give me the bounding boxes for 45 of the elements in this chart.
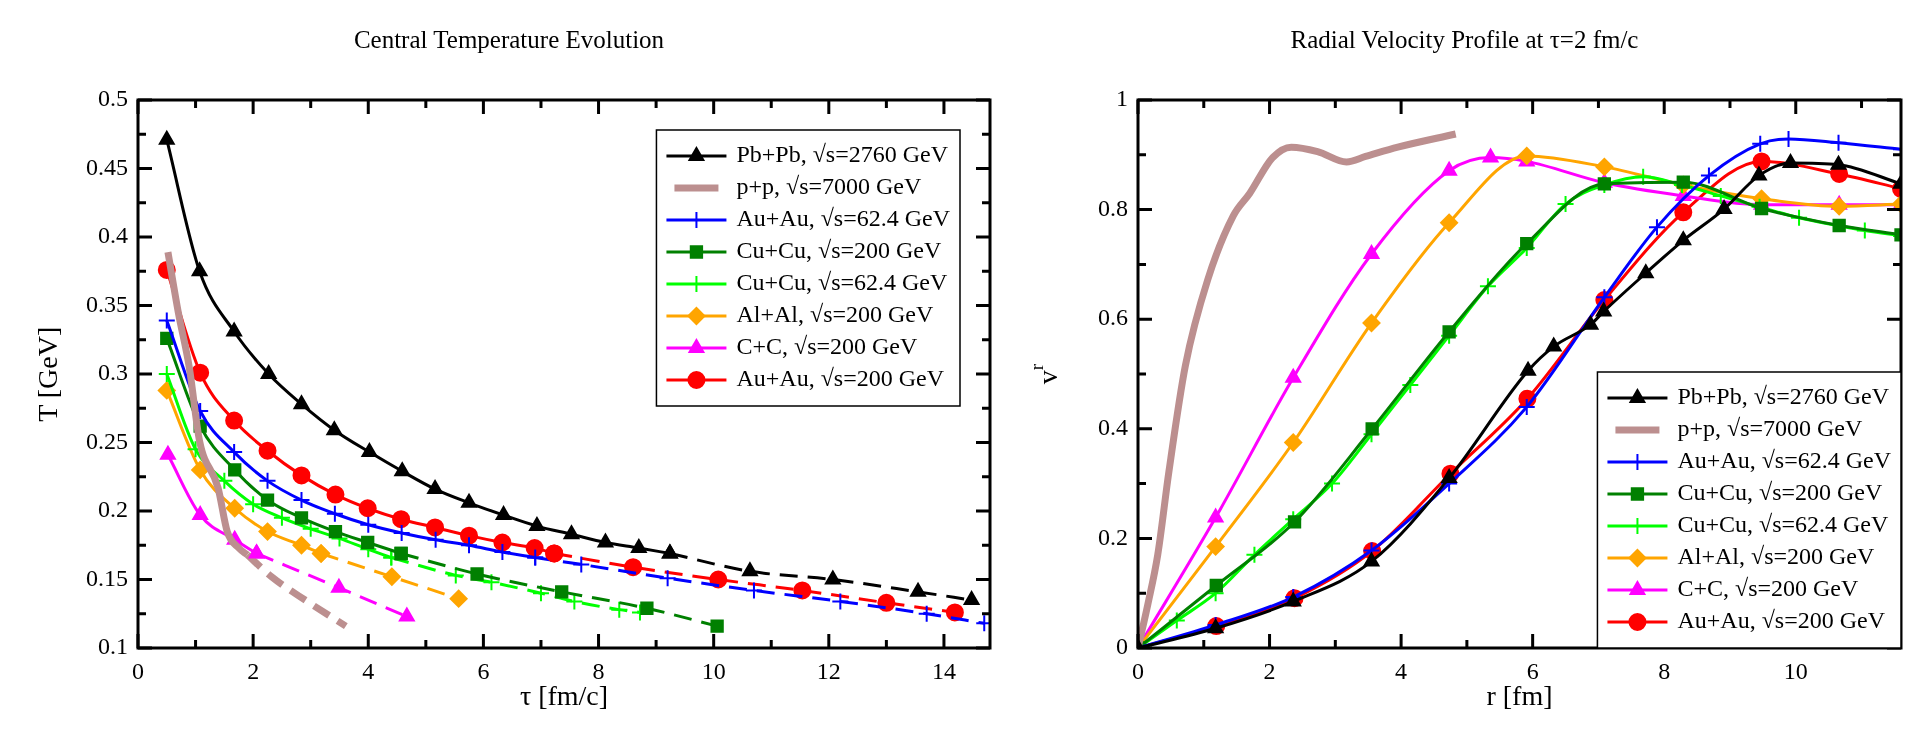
- legend-label: Au+Au, √s=62.4 GeV: [1677, 447, 1892, 474]
- x-tick-label: 10: [1783, 657, 1808, 684]
- legend-label: Au+Au, √s=62.4 GeV: [736, 205, 951, 232]
- y-tick-label: 0.2: [98, 496, 128, 523]
- y-tick-label: 0: [1116, 633, 1128, 660]
- legend-label: Pb+Pb, √s=2760 GeV: [1677, 383, 1890, 410]
- chart-title: Radial Velocity Profile at τ=2 fm/c: [1290, 25, 1639, 53]
- legend-label: Al+Al, √s=200 GeV: [1677, 543, 1875, 570]
- y-tick-label: 0.4: [98, 222, 128, 249]
- chart-title: Central Temperature Evolution: [353, 25, 665, 53]
- y-axis-title: T [GeV]: [32, 326, 64, 422]
- y-tick-label: 0.1: [98, 633, 128, 660]
- legend-label: Pb+Pb, √s=2760 GeV: [736, 141, 949, 168]
- legend-label: Cu+Cu, √s=62.4 GeV: [1677, 511, 1890, 538]
- y-axis-title: vr: [1025, 363, 1064, 385]
- y-tick-label: 0.15: [86, 564, 128, 591]
- legend-label: Al+Al, √s=200 GeV: [736, 301, 934, 328]
- legend-label: C+C, √s=200 GeV: [1677, 575, 1860, 602]
- x-tick-label: 4: [362, 657, 375, 684]
- x-tick-label: 2: [247, 657, 260, 684]
- y-tick-label: 0.8: [1098, 194, 1128, 221]
- y-tick-label: 0.35: [86, 290, 128, 317]
- y-tick-label: 0.5: [98, 85, 128, 112]
- legend-label: Cu+Cu, √s=62.4 GeV: [736, 269, 949, 296]
- x-tick-label: 2: [1263, 657, 1276, 684]
- x-tick-label: 8: [1658, 657, 1671, 684]
- legend-label: Cu+Cu, √s=200 GeV: [736, 237, 943, 264]
- x-tick-label: 10: [701, 657, 726, 684]
- legend-label: p+p, √s=7000 GeV: [1677, 415, 1863, 442]
- y-tick-label: 1: [1116, 85, 1128, 112]
- y-tick-label: 0.6: [1098, 304, 1128, 331]
- y-tick-label: 0.2: [1098, 523, 1128, 550]
- x-tick-label: 4: [1395, 657, 1408, 684]
- y-tick-label: 0.25: [86, 427, 128, 454]
- legend-label: Cu+Cu, √s=200 GeV: [1677, 479, 1884, 506]
- y-tick-label: 0.4: [1098, 414, 1128, 441]
- y-tick-label: 0.3: [98, 359, 128, 386]
- legend-label: Au+Au, √s=200 GeV: [736, 365, 945, 392]
- x-tick-label: 12: [816, 657, 841, 684]
- y-tick-label: 0.45: [86, 153, 128, 180]
- x-tick-label: 6: [477, 657, 490, 684]
- legend-label: Au+Au, √s=200 GeV: [1677, 607, 1886, 634]
- legend-label: C+C, √s=200 GeV: [736, 333, 919, 360]
- legend-label: p+p, √s=7000 GeV: [736, 173, 922, 200]
- x-tick-label: 14: [931, 657, 956, 684]
